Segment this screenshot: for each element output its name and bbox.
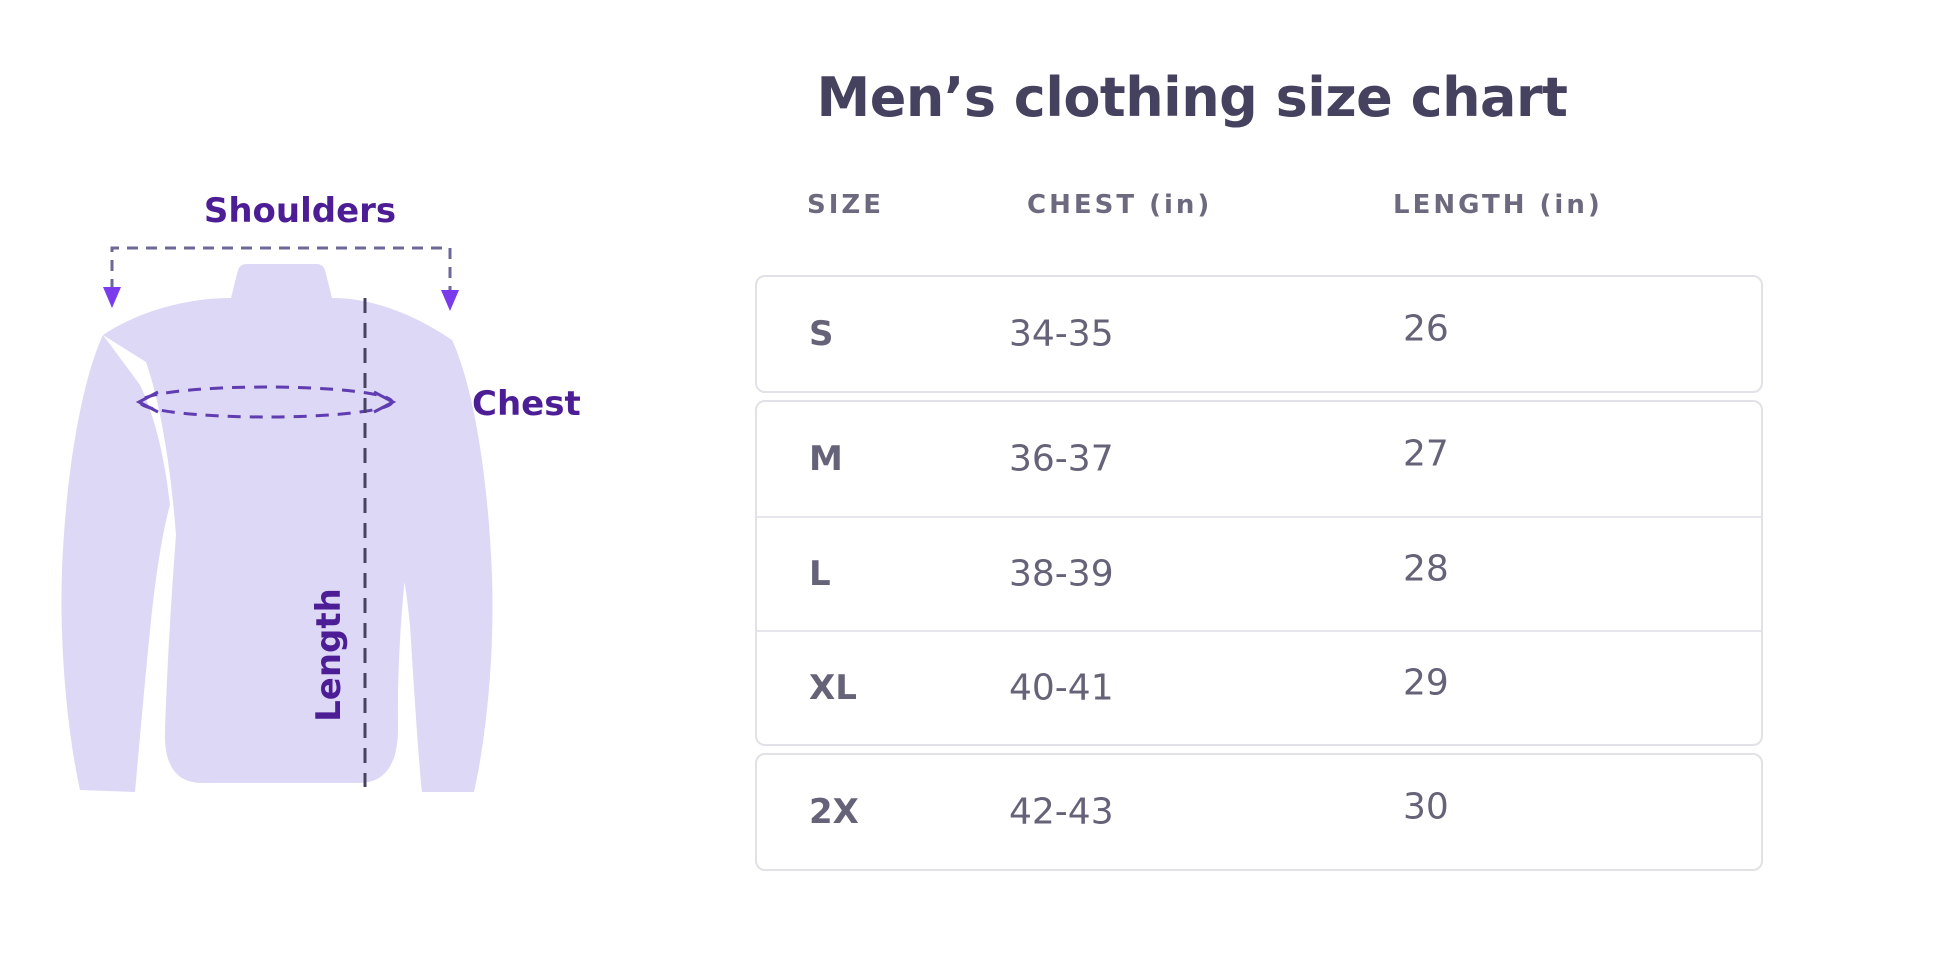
cell-length: 27	[1403, 433, 1449, 475]
size-table-body: S 34-35 26 M 36-37 27 L 38-39 28 XL 40-41 29 2X 42-43…	[755, 275, 1763, 878]
cell-length: 29	[1403, 662, 1449, 704]
chart-title: Men’s clothing size chart	[816, 66, 1568, 129]
cell-chest: 38-39	[1009, 553, 1114, 595]
cell-chest: 34-35	[1009, 313, 1114, 355]
cell-length: 28	[1403, 548, 1449, 590]
chest-left-arrowhead-icon	[135, 390, 159, 414]
cell-length: 30	[1403, 786, 1449, 828]
table-row: L 38-39 28	[757, 516, 1761, 630]
cell-chest: 40-41	[1009, 667, 1114, 709]
table-card: M 36-37 27 L 38-39 28 XL 40-41 29	[755, 400, 1763, 746]
column-header-size: SIZE	[807, 190, 885, 220]
cell-chest: 36-37	[1009, 438, 1114, 480]
cell-size: 2X	[809, 792, 859, 832]
chest-label: Chest	[472, 384, 581, 424]
table-row: M 36-37 27	[757, 402, 1761, 516]
shoulders-left-arrowhead-icon	[103, 287, 121, 308]
column-header-chest: CHEST (in)	[1027, 190, 1213, 220]
shirt-left-sleeve	[61, 335, 171, 792]
cell-size: M	[809, 439, 843, 479]
cell-size: L	[809, 554, 831, 594]
shirt-collar	[230, 264, 333, 302]
cell-length: 26	[1403, 308, 1449, 350]
table-card: S 34-35 26	[755, 275, 1763, 393]
shirt-measurement-diagram: Shoulders Chest Length	[61, 191, 581, 792]
length-label: Length	[309, 588, 349, 722]
chest-right-arrowhead-icon	[373, 390, 397, 414]
cell-chest: 42-43	[1009, 791, 1114, 833]
cell-size: XL	[809, 668, 857, 708]
shoulders-right-arrowhead-icon	[441, 290, 459, 311]
shoulders-bracket-dashed-line	[110, 246, 452, 293]
table-header-row: SIZE CHEST (in) LENGTH (in)	[755, 190, 1763, 224]
table-row: 2X 42-43 30	[757, 755, 1761, 869]
table-row: XL 40-41 29	[757, 630, 1761, 744]
column-header-length: LENGTH (in)	[1393, 190, 1603, 220]
table-card: 2X 42-43 30	[755, 753, 1763, 871]
shoulders-label: Shoulders	[204, 191, 396, 231]
table-row: S 34-35 26	[757, 277, 1761, 391]
cell-size: S	[809, 314, 834, 354]
